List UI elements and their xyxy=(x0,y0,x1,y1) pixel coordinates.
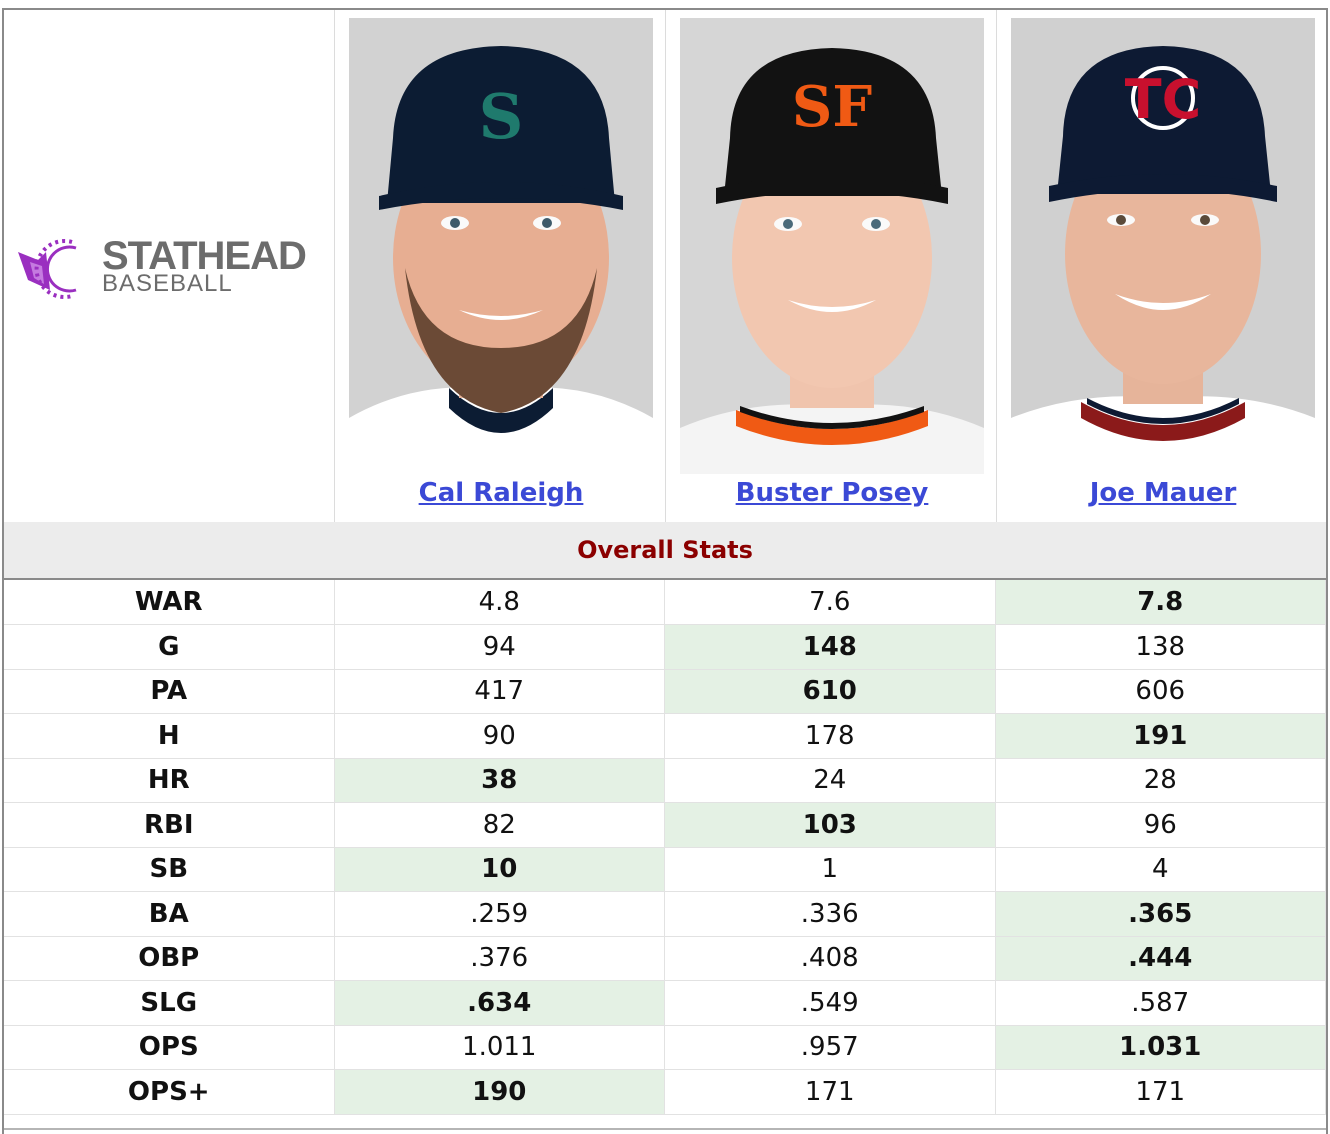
stat-label: OPS+ xyxy=(4,1069,335,1115)
stat-value: 178 xyxy=(664,713,996,759)
stat-value: 7.6 xyxy=(664,580,996,625)
stat-label: G xyxy=(4,624,335,670)
stat-row-obp: OBP .376.408.444 xyxy=(4,936,1326,981)
stat-value: 191 xyxy=(995,713,1326,759)
stats-table: WAR 4.8 7.6 7.8 G 94 148 138 PA 417 610 606 H 90 178 19… xyxy=(4,580,1326,1115)
stat-label: SB xyxy=(4,847,335,892)
stat-value: 148 xyxy=(664,624,996,670)
stat-value: .549 xyxy=(664,980,996,1026)
stat-label: BA xyxy=(4,891,335,937)
column-divider xyxy=(665,10,666,522)
stat-value: 138 xyxy=(995,624,1326,670)
brand-name: STATHEAD xyxy=(102,234,307,278)
player-link-mauer[interactable]: Joe Mauer xyxy=(1089,478,1237,508)
stat-label: OBP xyxy=(4,936,335,981)
stat-value: .957 xyxy=(664,1025,996,1070)
stat-row-ops-plus: OPS+ 190 171 171 xyxy=(4,1069,1326,1115)
stat-value: 103 xyxy=(664,802,996,848)
stat-value: 90 xyxy=(334,713,665,759)
stat-row-sb: SB 10 1 4 xyxy=(4,847,1326,892)
column-divider xyxy=(996,10,997,522)
stat-value: 606 xyxy=(995,669,1326,714)
comparison-panel: STATHEAD BASEBALL S xyxy=(2,8,1328,1134)
stat-row-slg: SLG .634.549.587 xyxy=(4,980,1326,1026)
column-divider xyxy=(334,10,335,522)
player-column-raleigh: S Cal Raleigh xyxy=(336,10,666,520)
table-bottom-border xyxy=(4,1128,1326,1130)
player-photo: S xyxy=(349,18,653,474)
stat-value: .444 xyxy=(995,936,1326,981)
stat-value: 1.011 xyxy=(334,1025,665,1070)
player-link-raleigh[interactable]: Cal Raleigh xyxy=(418,478,584,508)
stat-label: SLG xyxy=(4,980,335,1026)
player-column-posey: SF Buster Posey xyxy=(667,10,997,520)
stat-value: .336 xyxy=(664,891,996,937)
stat-value: .376 xyxy=(334,936,665,981)
stat-label: RBI xyxy=(4,802,335,848)
stat-value: .365 xyxy=(995,891,1326,937)
player-photo: TC xyxy=(1011,18,1315,474)
stat-label: H xyxy=(4,713,335,759)
stat-value: 96 xyxy=(995,802,1326,848)
stat-row-ops: OPS 1.011.957 1.031 xyxy=(4,1025,1326,1070)
stat-value: 24 xyxy=(664,758,996,803)
stat-value: 82 xyxy=(334,802,665,848)
stat-label: HR xyxy=(4,758,335,803)
stat-value: 4 xyxy=(995,847,1326,892)
stat-row-hr: HR 38 24 28 xyxy=(4,758,1326,803)
stat-label: PA xyxy=(4,669,335,714)
stat-label: OPS xyxy=(4,1025,335,1070)
section-title: Overall Stats xyxy=(4,522,1326,580)
svg-text:S: S xyxy=(479,80,524,153)
stat-value: 417 xyxy=(334,669,665,714)
player-header: STATHEAD BASEBALL S xyxy=(4,10,1326,524)
stat-value: 190 xyxy=(334,1069,665,1115)
stat-value: .587 xyxy=(995,980,1326,1026)
stat-row-h: H 90 178 191 xyxy=(4,713,1326,759)
stat-value: 38 xyxy=(334,758,665,803)
stat-value: 4.8 xyxy=(334,580,665,625)
stat-value: 171 xyxy=(664,1069,996,1115)
stat-value: 1.031 xyxy=(995,1025,1326,1070)
stat-value: 1 xyxy=(664,847,996,892)
stat-row-g: G 94 148 138 xyxy=(4,624,1326,670)
stat-value: 171 xyxy=(995,1069,1326,1115)
stat-value: 7.8 xyxy=(995,580,1326,625)
stat-row-ba: BA .259.336.365 xyxy=(4,891,1326,937)
stat-value: .634 xyxy=(334,980,665,1026)
player-column-mauer: TC Joe Mauer xyxy=(998,10,1328,520)
stat-label: WAR xyxy=(4,580,335,625)
svg-text:SF: SF xyxy=(792,74,872,140)
stat-value: 610 xyxy=(664,669,996,714)
stat-value: 10 xyxy=(334,847,665,892)
stat-row-war: WAR 4.8 7.6 7.8 xyxy=(4,580,1326,625)
player-link-posey[interactable]: Buster Posey xyxy=(735,478,929,508)
stathead-mark-icon xyxy=(18,239,77,299)
stat-row-pa: PA 417 610 606 xyxy=(4,669,1326,714)
stat-value: .408 xyxy=(664,936,996,981)
brand-subtitle: BASEBALL xyxy=(102,270,233,297)
stat-value: .259 xyxy=(334,891,665,937)
svg-text:TC: TC xyxy=(1125,68,1201,131)
stat-value: 28 xyxy=(995,758,1326,803)
stat-row-rbi: RBI 82 103 96 xyxy=(4,802,1326,848)
player-photo: SF xyxy=(680,18,984,474)
stat-value: 94 xyxy=(334,624,665,670)
stathead-baseball-logo: STATHEAD BASEBALL xyxy=(16,234,326,304)
